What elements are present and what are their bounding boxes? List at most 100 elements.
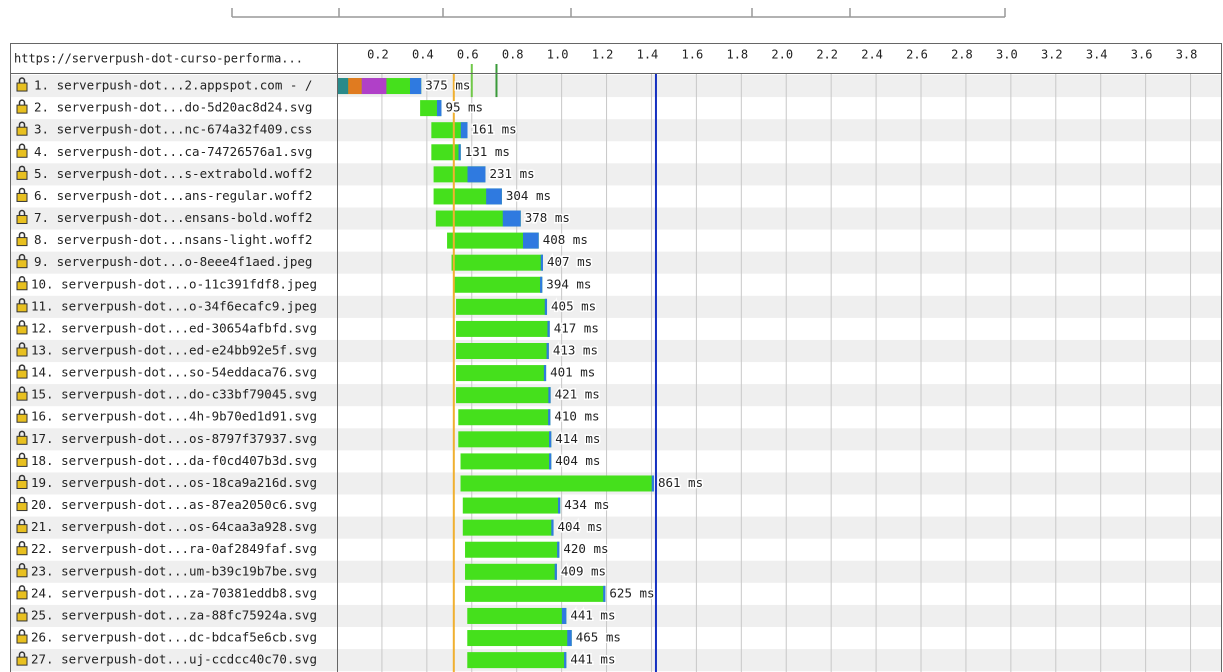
request-bar bbox=[460, 453, 552, 470]
lock-body bbox=[16, 568, 28, 578]
request-bar bbox=[467, 607, 567, 624]
download-segment bbox=[549, 453, 552, 470]
lock-shackle bbox=[18, 452, 26, 459]
download-segment bbox=[549, 431, 552, 448]
labels: 0.2 0.4 0.6 0.8 1.0 1.2 1.4 1.6 1.8 2.0 2.2 2.4 2.6 2… bbox=[16, 48, 1198, 668]
lock-shackle bbox=[18, 496, 26, 503]
lock-icon bbox=[16, 143, 28, 158]
request-label: 18. serverpush-dot...da-f0cd407b3d.svg bbox=[31, 453, 317, 468]
row-stripe bbox=[11, 604, 1221, 627]
lock-body bbox=[16, 524, 28, 534]
duration-label: 625 ms bbox=[609, 585, 654, 600]
x-tick-label: 2.4 bbox=[861, 48, 883, 62]
lock-body bbox=[16, 347, 28, 357]
lock-body bbox=[16, 82, 28, 92]
lock-body bbox=[16, 479, 28, 489]
lock-shackle bbox=[18, 540, 26, 547]
lock-shackle bbox=[18, 187, 26, 194]
lock-body bbox=[16, 215, 28, 225]
duration-label: 441 ms bbox=[570, 607, 615, 622]
request-label: 6. serverpush-dot...ans-regular.woff2 bbox=[34, 188, 312, 203]
lock-shackle bbox=[18, 342, 26, 348]
download-segment bbox=[436, 100, 442, 117]
x-tick-label: 3.2 bbox=[1041, 48, 1063, 62]
lock-shackle bbox=[18, 231, 26, 238]
duration-label: 420 ms bbox=[563, 541, 608, 556]
request-label: 16. serverpush-dot...4h-9b70ed1d91.svg bbox=[31, 409, 317, 424]
download-segment bbox=[460, 122, 468, 139]
row-stripe bbox=[11, 428, 1221, 451]
duration-label: 861 ms bbox=[658, 475, 703, 490]
download-segment bbox=[540, 254, 543, 271]
request-label: 20. serverpush-dot...as-87ea2050c6.svg bbox=[31, 497, 317, 512]
duration-label: 378 ms bbox=[525, 210, 570, 225]
request-bar bbox=[467, 652, 567, 669]
x-tick-label: 3.8 bbox=[1176, 48, 1198, 62]
duration-label: 304 ms bbox=[506, 188, 551, 203]
x-tick-label: 0.4 bbox=[412, 48, 434, 62]
request-bar bbox=[465, 585, 606, 602]
lock-icon bbox=[16, 651, 28, 666]
download-segment bbox=[522, 232, 539, 249]
request-bar bbox=[431, 122, 468, 139]
lock-body bbox=[16, 303, 28, 313]
download-segment bbox=[467, 166, 486, 183]
phase-segment bbox=[348, 78, 362, 95]
row-stripe bbox=[11, 163, 1221, 186]
table-border bbox=[10, 43, 1222, 672]
request-label: 4. serverpush-dot...ca-74726576a1.svg bbox=[34, 144, 312, 159]
request-bar bbox=[453, 276, 543, 293]
request-bar bbox=[465, 541, 560, 558]
lock-shackle bbox=[18, 320, 26, 326]
lock-shackle bbox=[18, 165, 26, 172]
row-stripe bbox=[11, 207, 1221, 230]
duration-label: 407 ms bbox=[547, 254, 592, 269]
lock-icon bbox=[16, 99, 28, 114]
request-bar bbox=[456, 320, 550, 337]
x-tick-label: 2.0 bbox=[771, 48, 793, 62]
x-tick-label: 2.6 bbox=[906, 48, 928, 62]
lock-icon bbox=[16, 364, 28, 379]
lock-icon bbox=[16, 607, 28, 622]
lock-icon bbox=[16, 320, 28, 335]
download-segment bbox=[540, 276, 543, 293]
lock-body bbox=[16, 325, 28, 335]
x-tick-label: 2.8 bbox=[951, 48, 973, 62]
lock-shackle bbox=[18, 563, 26, 569]
download-segment bbox=[651, 475, 654, 492]
request-bar bbox=[456, 298, 548, 315]
request-bar bbox=[467, 630, 572, 647]
lock-shackle bbox=[18, 386, 26, 393]
lock-shackle bbox=[18, 298, 26, 304]
download-segment bbox=[548, 409, 551, 426]
request-label: 5. serverpush-dot...s-extrabold.woff2 bbox=[34, 166, 312, 181]
lock-body bbox=[16, 413, 28, 423]
lock-icon bbox=[16, 342, 28, 357]
lock-body bbox=[16, 237, 28, 247]
download-segment bbox=[564, 652, 567, 669]
row-stripe bbox=[11, 119, 1221, 142]
duration-label: 408 ms bbox=[543, 232, 588, 247]
duration-label: 131 ms bbox=[465, 144, 510, 159]
duration-label: 441 ms bbox=[570, 652, 615, 667]
request-bar bbox=[456, 365, 547, 382]
phase-segment bbox=[361, 78, 387, 95]
lock-shackle bbox=[18, 607, 26, 613]
request-label: 22. serverpush-dot...ra-0af2849faf.svg bbox=[31, 541, 317, 556]
request-label: 2. serverpush-dot...do-5d20ac8d24.svg bbox=[34, 100, 312, 115]
request-bar bbox=[462, 519, 554, 536]
request-label: 13. serverpush-dot...ed-e24bb92e5f.svg bbox=[31, 343, 317, 358]
download-segment bbox=[567, 630, 572, 647]
lock-icon bbox=[16, 253, 28, 269]
request-label: 15. serverpush-dot...do-c33bf79045.svg bbox=[31, 387, 317, 402]
request-label: 1. serverpush-dot...2.appspot.com - / bbox=[34, 78, 312, 93]
request-label: 12. serverpush-dot...ed-30654afbfd.svg bbox=[31, 320, 317, 335]
x-tick-label: 2.2 bbox=[816, 48, 838, 62]
lock-shackle bbox=[18, 408, 26, 415]
lock-icon bbox=[16, 629, 28, 644]
lock-icon bbox=[16, 474, 28, 489]
row-stripes bbox=[11, 75, 1221, 672]
download-segment bbox=[486, 188, 502, 205]
lock-body bbox=[16, 126, 28, 136]
